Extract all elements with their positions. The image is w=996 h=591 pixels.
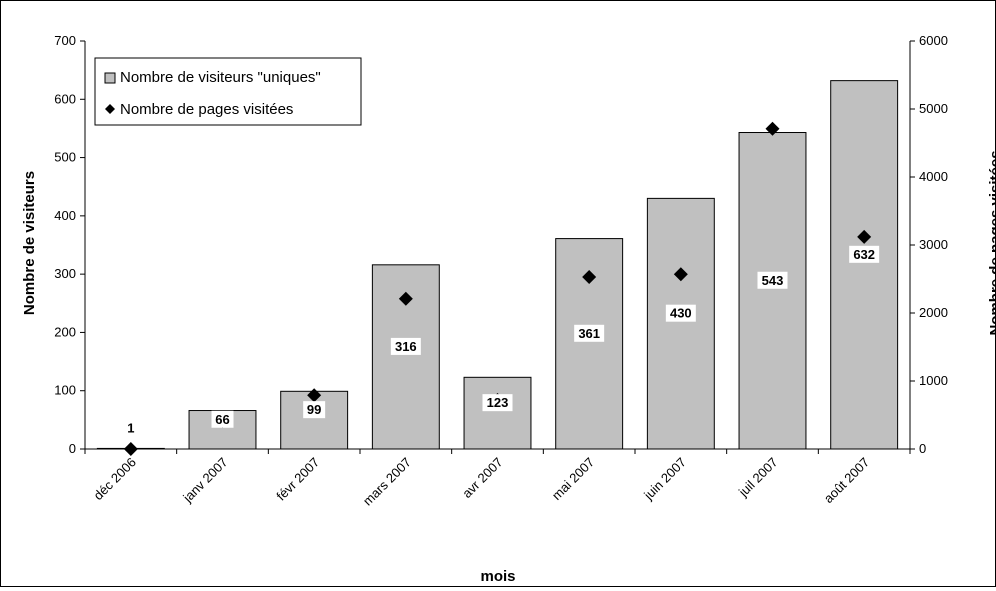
legend-bar-swatch — [105, 73, 115, 83]
bar — [647, 198, 714, 449]
y-tick-label: 700 — [54, 33, 76, 48]
x-tick-label: mars 2007 — [360, 455, 414, 509]
y-tick-label: 0 — [69, 441, 76, 456]
point-marker — [124, 442, 138, 456]
y2-tick-label: 3000 — [919, 237, 948, 252]
y2-tick-label: 6000 — [919, 33, 948, 48]
y-tick-label: 300 — [54, 266, 76, 281]
y-tick-label: 100 — [54, 383, 76, 398]
x-tick-label: mai 2007 — [549, 455, 597, 503]
x-tick-label: janv 2007 — [179, 455, 230, 506]
x-axis-title: mois — [480, 568, 515, 585]
data-label: 99 — [307, 402, 321, 417]
y2-tick-label: 2000 — [919, 305, 948, 320]
legend-marker-label: Nombre de pages visitées — [120, 101, 293, 118]
data-label: 361 — [578, 326, 600, 341]
data-label: 543 — [762, 273, 784, 288]
x-tick-label: déc 2006 — [91, 455, 139, 503]
legend-bar-label: Nombre de visiteurs "uniques" — [120, 69, 321, 86]
bar — [464, 377, 531, 449]
y-tick-label: 200 — [54, 324, 76, 339]
x-tick-label: août 2007 — [821, 455, 873, 507]
data-label: 430 — [670, 306, 692, 321]
data-label: 1 — [127, 420, 134, 435]
data-label: 123 — [487, 395, 509, 410]
y2-tick-label: 4000 — [919, 169, 948, 184]
y2-tick-label: 5000 — [919, 101, 948, 116]
y-tick-label: 600 — [54, 91, 76, 106]
bar — [739, 133, 806, 449]
y2-tick-label: 1000 — [919, 373, 948, 388]
x-tick-label: juil 2007 — [735, 455, 781, 501]
y-tick-label: 400 — [54, 208, 76, 223]
x-tick-label: févr 2007 — [273, 455, 322, 504]
x-tick-label: juin 2007 — [640, 455, 689, 504]
y2-tick-label: 0 — [919, 441, 926, 456]
y2-axis-title: Nombre de pages visitées — [987, 150, 995, 335]
bar — [831, 81, 898, 449]
data-label: 316 — [395, 339, 417, 354]
y-tick-label: 500 — [54, 150, 76, 165]
data-label: 66 — [215, 412, 229, 427]
y-axis-title: Nombre de visiteurs — [21, 171, 38, 315]
x-tick-label: avr 2007 — [459, 455, 505, 501]
data-label: 632 — [853, 247, 875, 262]
legend: Nombre de visiteurs "uniques" Nombre de … — [95, 58, 361, 125]
